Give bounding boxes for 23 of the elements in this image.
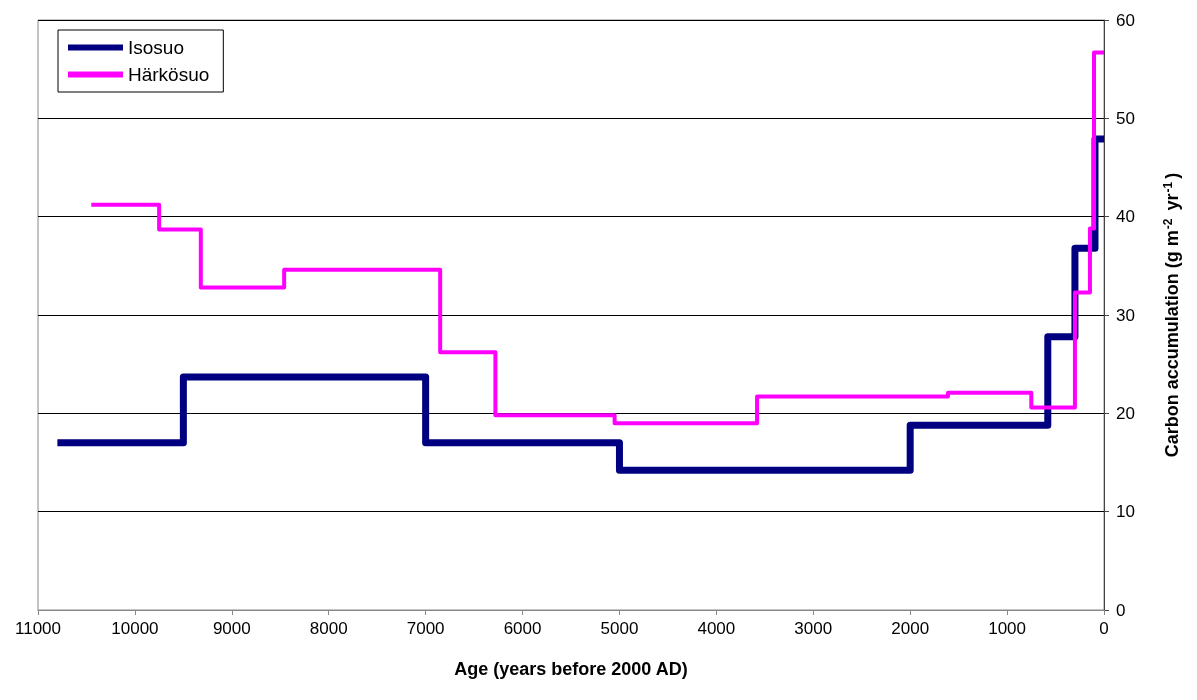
legend-label: Härkösuo: [128, 64, 210, 85]
y-tick-label: 60: [1116, 10, 1135, 30]
y-tick-label: 50: [1116, 108, 1135, 128]
x-tick-label: 10000: [111, 619, 159, 638]
legend-label: Isosuo: [128, 37, 184, 58]
y-tick-label: 0: [1116, 600, 1126, 620]
y-tick-label: 30: [1116, 305, 1135, 325]
x-tick-label: 3000: [794, 619, 833, 638]
x-tick-label: 4000: [697, 619, 736, 638]
x-axis-title: Age (years before 2000 AD): [454, 659, 688, 679]
x-tick-label: 8000: [309, 619, 348, 638]
x-tick-label: 11000: [14, 619, 62, 638]
y-tick-label: 40: [1116, 207, 1135, 227]
x-tick-label: 0: [1099, 619, 1109, 638]
x-tick-label: 1000: [988, 619, 1026, 638]
y-tick-label: 20: [1116, 403, 1135, 423]
x-tick-label: 6000: [503, 619, 542, 638]
x-tick-label: 2000: [891, 619, 930, 638]
x-tick-label: 7000: [406, 619, 445, 638]
y-tick-label: 10: [1116, 502, 1135, 522]
x-tick-label: 9000: [212, 619, 251, 638]
y-axis-title: Carbon accumulation (g m-2 yr-1): [1161, 172, 1182, 458]
x-tick-label: 5000: [600, 619, 639, 638]
